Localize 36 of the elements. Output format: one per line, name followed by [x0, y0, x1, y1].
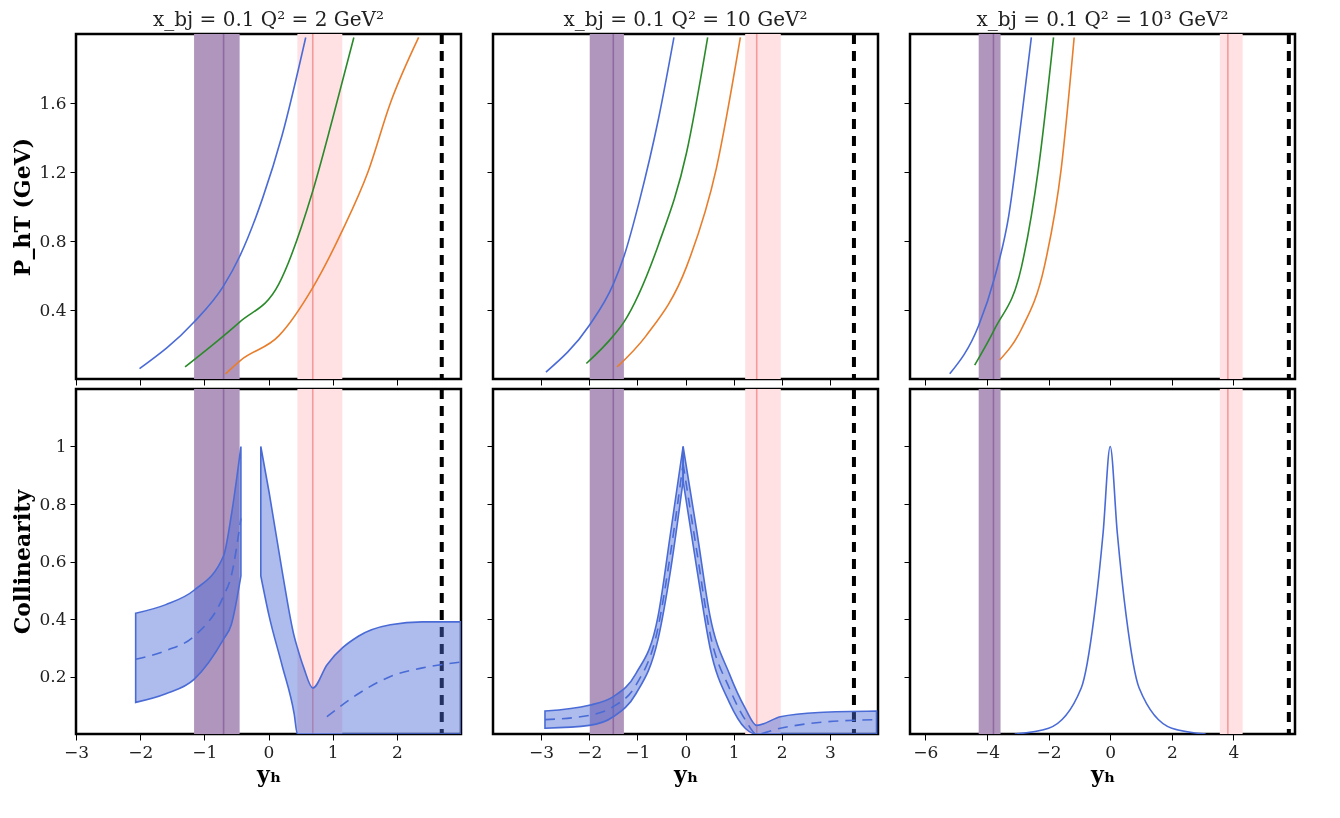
x-tick-label: 2: [391, 741, 403, 762]
x-tick-label: −3: [63, 741, 90, 762]
chart-title: x_bj = 0.1 Q² = 10 GeV²: [563, 7, 808, 31]
x-tick-label: 1: [327, 741, 339, 762]
x-tick-label: 0: [680, 741, 692, 762]
x-tick-label: −3: [529, 741, 555, 762]
x-tick-label: 2: [776, 741, 788, 762]
x-tick-label: 2: [1166, 741, 1178, 762]
y-tick-label: 1.6: [39, 92, 67, 113]
x-axis-title: yₕ: [255, 760, 282, 787]
x-tick-label: 4: [1228, 741, 1240, 762]
x-tick-label: −2: [1036, 741, 1062, 762]
x-tick-label: −2: [128, 741, 154, 762]
y-tick-label: 0.4: [39, 608, 67, 629]
x-tick-label: −1: [625, 741, 651, 762]
x-tick-label: −6: [913, 741, 939, 762]
y-axis-title: P_hT (GeV): [9, 137, 36, 277]
x-axis-title: yₕ: [672, 760, 699, 787]
chart-title: x_bj = 0.1 Q² = 10³ GeV²: [976, 7, 1229, 31]
y-axis-title: Collinearity: [9, 488, 36, 635]
x-tick-label: −4: [974, 741, 1001, 762]
x-tick-label: 1: [728, 741, 740, 762]
y-tick-label: 0.8: [39, 493, 67, 514]
x-tick-label: 3: [824, 741, 836, 762]
y-tick-label: 1: [55, 436, 67, 456]
x-tick-label: −2: [577, 741, 603, 762]
x-tick-label: −1: [192, 741, 218, 762]
y-tick-label: 1.2: [39, 161, 67, 182]
chart-title: x_bj = 0.1 Q² = 2 GeV²: [152, 7, 385, 31]
x-axis-title: yₕ: [1089, 760, 1116, 787]
x-tick-label: 0: [1105, 741, 1117, 762]
y-tick-label: 0.6: [39, 551, 67, 571]
x-tick-label: 0: [263, 741, 275, 762]
y-tick-label: 0.8: [39, 230, 67, 251]
y-tick-label: 0.2: [39, 666, 67, 686]
y-tick-label: 0.4: [39, 299, 67, 320]
